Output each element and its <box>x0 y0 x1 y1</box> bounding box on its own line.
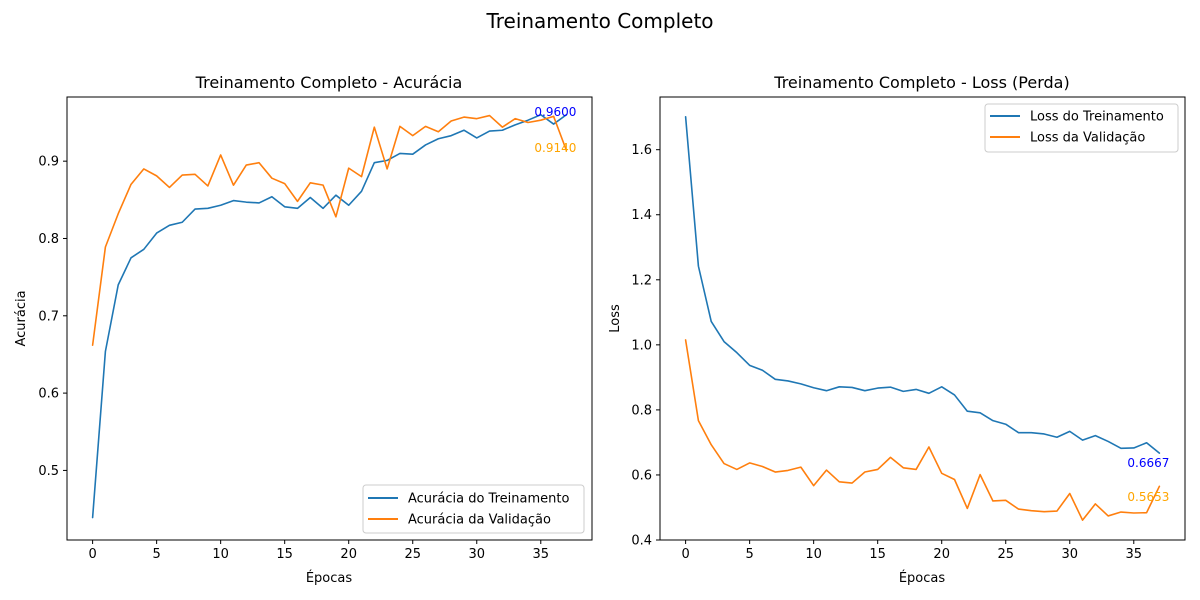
loss-plot-area: 0 5 10 15 20 25 30 35 0.4 0.6 0.8 1.0 1.2 1.4 1.6 0.666… <box>631 116 1169 562</box>
loss-final-value-annotation: 0.5653 <box>1127 490 1169 504</box>
loss-y-tick-label: 1.2 <box>631 273 652 288</box>
loss-x-tick-label: 35 <box>1126 547 1143 562</box>
loss-x-tick-label: 15 <box>869 547 886 562</box>
figure-title: Treinamento Completo <box>485 9 713 33</box>
accuracy-x-tick-label: 30 <box>468 547 485 562</box>
legend-box <box>362 484 585 534</box>
accuracy-x-axis-label: Épocas <box>306 570 353 586</box>
legend-label-training-loss: Loss do Treinamento <box>1030 110 1164 125</box>
loss-y-tick-label: 0.6 <box>631 468 652 483</box>
loss-y-tick-label: 0.8 <box>631 403 652 418</box>
series-line-loss-do-treinamento <box>684 116 1161 454</box>
loss-y-tick-label: 1.4 <box>631 208 652 223</box>
accuracy-final-value-annotation: 0.9140 <box>534 141 576 155</box>
accuracy-y-tick-label: 0.9 <box>38 155 59 170</box>
loss-y-tick-label: 0.4 <box>631 534 652 549</box>
accuracy-plot-area: 0 5 10 15 20 25 30 35 0.5 0.6 0.7 0.8 0.9 0.9600 0.914… <box>38 105 576 562</box>
loss-final-value-annotation: 0.6667 <box>1127 456 1169 470</box>
loss-x-axis-label: Épocas <box>899 570 946 586</box>
accuracy-x-tick-label: 20 <box>340 547 357 562</box>
loss-y-axis-label: Loss <box>608 304 623 333</box>
loss-x-tick-label: 5 <box>745 547 753 562</box>
legend-label-validation-loss: Loss da Validação <box>1030 131 1145 146</box>
accuracy-axes-frame <box>66 96 593 541</box>
loss-x-tick-label: 10 <box>805 547 822 562</box>
accuracy-panel: Treinamento Completo - Acurácia Épocas A… <box>14 73 593 586</box>
series-line-loss-da-validacao <box>684 339 1161 521</box>
accuracy-x-tick-label: 5 <box>152 547 160 562</box>
accuracy-legend: Acurácia do Treinamento Acurácia da Vali… <box>362 484 585 534</box>
accuracy-chart-title: Treinamento Completo - Acurácia <box>195 73 463 92</box>
loss-x-tick-label: 25 <box>997 547 1014 562</box>
accuracy-y-tick-label: 0.7 <box>38 309 59 324</box>
accuracy-y-axis-label: Acurácia <box>14 290 29 346</box>
loss-chart-title: Treinamento Completo - Loss (Perda) <box>773 73 1069 92</box>
loss-x-tick-label: 0 <box>681 547 689 562</box>
legend-label-training-accuracy: Acurácia do Treinamento <box>408 492 569 507</box>
accuracy-x-tick-label: 25 <box>404 547 421 562</box>
loss-y-tick-label: 1.6 <box>631 143 652 158</box>
loss-axes-frame <box>659 96 1186 541</box>
accuracy-y-tick-label: 0.5 <box>38 464 59 479</box>
series-line-acuracia-do-treinamento <box>91 113 568 519</box>
accuracy-x-tick-label: 35 <box>533 547 550 562</box>
loss-y-tick-label: 1.0 <box>631 338 652 353</box>
loss-x-tick-label: 20 <box>933 547 950 562</box>
loss-x-tick-label: 30 <box>1061 547 1078 562</box>
legend-box <box>984 103 1179 153</box>
accuracy-x-tick-label: 10 <box>212 547 229 562</box>
accuracy-x-tick-label: 0 <box>88 547 96 562</box>
accuracy-y-tick-label: 0.8 <box>38 232 59 247</box>
accuracy-final-value-annotation: 0.9600 <box>534 105 576 119</box>
series-line-acuracia-da-validacao <box>91 114 568 346</box>
loss-legend: Loss do Treinamento Loss da Validação <box>984 103 1179 153</box>
accuracy-y-tick-label: 0.6 <box>38 387 59 402</box>
legend-label-validation-accuracy: Acurácia da Validação <box>408 513 551 528</box>
accuracy-x-tick-label: 15 <box>276 547 293 562</box>
loss-panel: Treinamento Completo - Loss (Perda) Époc… <box>608 73 1186 586</box>
